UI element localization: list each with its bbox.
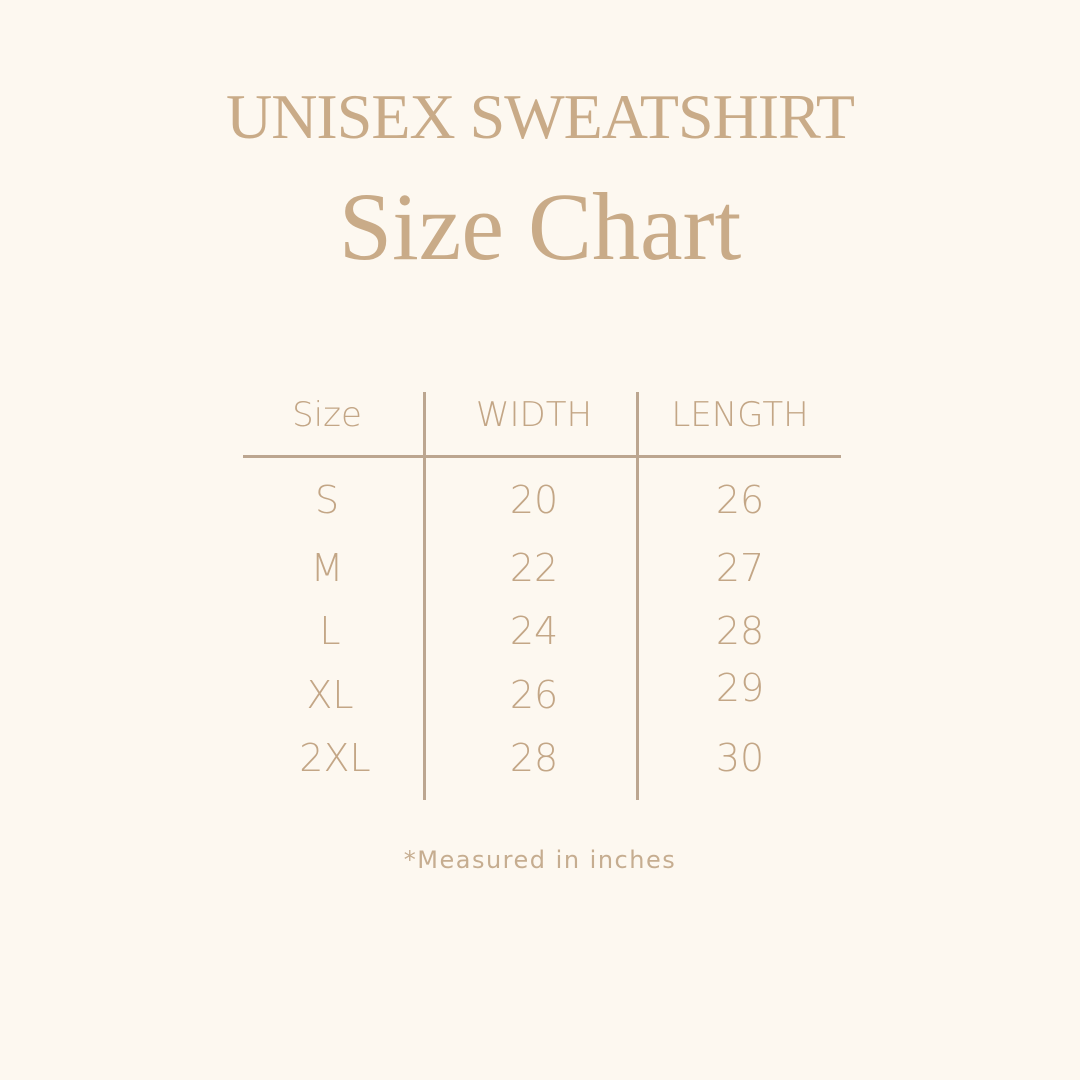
column-divider [636, 392, 639, 800]
length-cell: 30 [715, 736, 765, 780]
size-cell: XL [306, 673, 354, 717]
width-cell: 24 [509, 609, 559, 653]
column-divider [423, 392, 426, 800]
size-cell: 2XL [299, 736, 371, 780]
header-divider [243, 455, 841, 458]
length-cell: 26 [715, 478, 765, 522]
width-cell: 26 [509, 673, 559, 717]
title-size-chart: Size Chart [338, 173, 742, 280]
header-width: WIDTH [475, 395, 593, 435]
size-cell: M [310, 546, 344, 590]
size-cell: S [314, 478, 340, 522]
size-cell: L [319, 609, 341, 653]
length-cell: 28 [715, 609, 765, 653]
width-cell: 20 [509, 478, 559, 522]
header-size: Size [292, 395, 362, 435]
width-cell: 28 [509, 736, 559, 780]
header-length: LENGTH [671, 395, 809, 435]
footnote: *Measured in inches [403, 846, 677, 874]
title-product: UNISEX SWEATSHIRT [225, 81, 855, 152]
length-cell: 29 [715, 666, 765, 710]
length-cell: 27 [715, 546, 765, 590]
width-cell: 22 [509, 546, 559, 590]
